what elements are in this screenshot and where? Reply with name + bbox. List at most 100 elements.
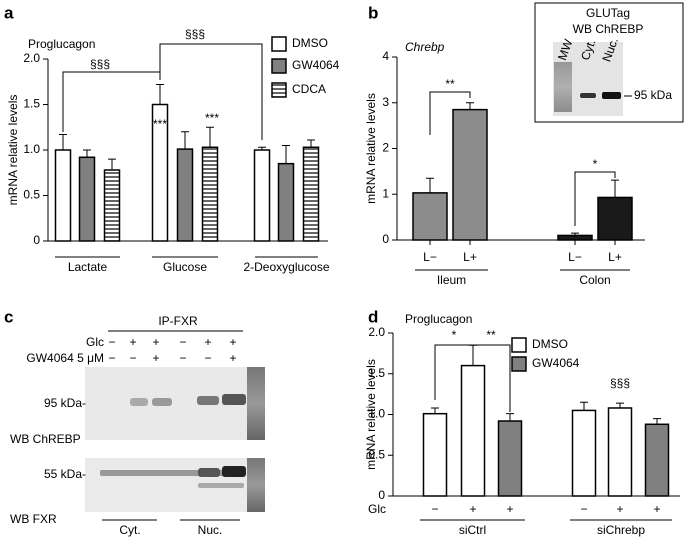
y-tick-label: 0	[33, 233, 40, 247]
x-tick-label: +	[469, 502, 476, 516]
y-tick-label: 3	[382, 95, 389, 109]
inset-title: GLUTag	[586, 6, 630, 20]
x-tick-label: L+	[463, 250, 477, 264]
legend-label: DMSO	[292, 36, 328, 50]
error-bar	[206, 126, 214, 148]
blot-band	[197, 396, 219, 405]
error-bar	[506, 413, 514, 422]
error-bar	[466, 102, 474, 110]
x-tick-label: Glucose	[163, 260, 207, 274]
annotation: ***	[205, 111, 219, 125]
bar	[103, 169, 121, 242]
y-tick-label: 1.5	[23, 97, 40, 111]
blot-label: WB ChREBP	[10, 432, 81, 446]
group-label: Colon	[579, 273, 610, 287]
x-tick-label: 2-Deoxyglucose	[243, 260, 329, 274]
error-bar	[571, 232, 579, 236]
condition-sign: +	[152, 335, 159, 349]
bar	[557, 234, 593, 241]
error-bar	[258, 146, 266, 150]
annotation: ***	[153, 117, 167, 131]
chart-title: Chrebp	[405, 40, 445, 54]
bracket	[159, 43, 263, 140]
legend-label: DMSO	[532, 337, 568, 351]
bar	[302, 146, 320, 242]
error-bar	[59, 134, 67, 150]
bar	[253, 149, 271, 242]
marker-label: 55 kDa-	[44, 467, 86, 481]
bracket	[62, 71, 161, 132]
x-tick-label: L−	[568, 250, 582, 264]
y-tick-label: 0	[378, 488, 385, 502]
blot-ladder	[247, 367, 265, 440]
lane-label: Cyt.	[578, 37, 598, 62]
bar	[497, 420, 523, 497]
y-tick-label: 1.5	[368, 366, 385, 380]
x-tick-label: +	[506, 502, 513, 516]
annotation: **	[445, 77, 455, 91]
x-tick-label: L−	[423, 250, 437, 264]
y-tick-label: 2	[382, 141, 389, 155]
row-label: GW4064 5 μM	[26, 351, 104, 365]
bar	[201, 146, 219, 242]
condition-sign: +	[129, 335, 136, 349]
group-label: Ileum	[437, 273, 466, 287]
y-axis-label: mRNA relative levels	[364, 359, 378, 470]
annotation: §§§	[610, 376, 630, 390]
inset-subtitle: WB ChREBP	[573, 22, 644, 36]
bar	[277, 162, 295, 242]
error-bar	[469, 344, 477, 366]
error-bar	[580, 401, 588, 411]
blot-band	[152, 398, 172, 406]
error-bar	[156, 83, 164, 105]
annotation: §§§	[185, 27, 205, 41]
bar	[176, 148, 194, 242]
bar	[607, 407, 633, 497]
blot-band	[602, 92, 621, 99]
condition-sign: +	[204, 335, 211, 349]
fraction-label: Nuc.	[198, 523, 223, 537]
error-bar	[431, 407, 439, 414]
y-tick-label: 2.0	[23, 51, 40, 65]
condition-sign: −	[204, 351, 211, 365]
blot-band	[580, 93, 596, 98]
bar	[452, 108, 488, 241]
legend-label: CDCA	[292, 82, 326, 96]
y-tick-label: 1.0	[368, 407, 385, 421]
blot-ladder	[554, 62, 572, 112]
x-tick-label: +	[616, 502, 623, 516]
error-bar	[653, 418, 661, 425]
x-tick-label: Lactate	[68, 260, 108, 274]
y-axis-label: mRNA relative levels	[364, 93, 378, 204]
error-bar	[307, 139, 315, 148]
error-bar	[282, 144, 290, 164]
y-axis-label: mRNA relative levels	[6, 95, 20, 206]
row-label: Glc	[86, 335, 104, 349]
y-tick-label: 1.0	[23, 142, 40, 156]
error-bar	[616, 402, 624, 408]
condition-sign: +	[229, 351, 236, 365]
blot-band	[222, 394, 246, 405]
legend-label: GW4064	[292, 58, 340, 72]
bar	[460, 364, 486, 497]
error-bar	[611, 179, 619, 198]
bracket	[429, 91, 471, 135]
panel-label: c	[4, 307, 13, 326]
panel-label: a	[4, 3, 14, 22]
x-tick-label: −	[580, 502, 587, 516]
condition-sign: −	[179, 351, 186, 365]
annotation: *	[593, 157, 598, 171]
condition-sign: −	[129, 351, 136, 365]
ip-label: IP-FXR	[158, 314, 198, 328]
legend-swatch	[271, 58, 287, 74]
error-bar	[83, 149, 91, 158]
marker-label: 95 kDa	[634, 88, 672, 102]
fraction-label: Cyt.	[119, 523, 140, 537]
error-bar	[426, 177, 434, 193]
condition-sign: −	[108, 335, 115, 349]
y-tick-label: 1	[382, 186, 389, 200]
marker-label: 95 kDa-	[44, 396, 86, 410]
error-bar	[181, 131, 189, 150]
y-tick-label: 0	[382, 232, 389, 246]
